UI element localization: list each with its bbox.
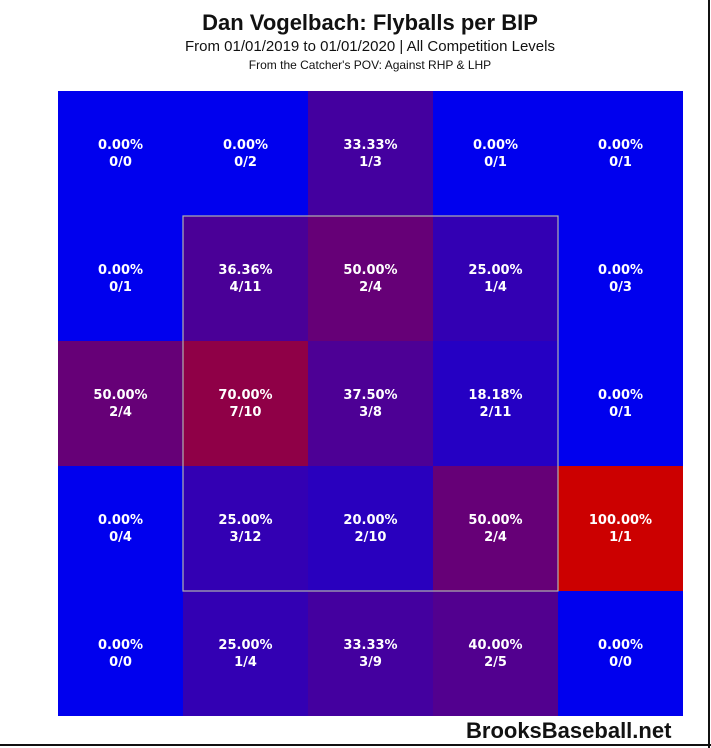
zone-pct-r4-c2: 33.33% xyxy=(343,638,397,653)
zone-pct-r2-c3: 18.18% xyxy=(468,388,522,403)
zone-frac-r0-c0: 0/0 xyxy=(109,155,132,170)
zone-cell-r4-c2 xyxy=(308,591,433,716)
zone-cell-r3-c3 xyxy=(433,466,558,591)
zone-pct-r0-c0: 0.00% xyxy=(98,138,143,153)
zone-frac-r0-c1: 0/2 xyxy=(234,155,257,170)
zone-frac-r3-c0: 0/4 xyxy=(109,530,132,545)
zone-pct-r0-c2: 33.33% xyxy=(343,138,397,153)
zone-cell-r2-c4 xyxy=(558,341,683,466)
zone-pct-r1-c2: 50.00% xyxy=(343,263,397,278)
zone-pct-r1-c4: 0.00% xyxy=(598,263,643,278)
zone-frac-r3-c4: 1/1 xyxy=(609,530,632,545)
zone-frac-r1-c1: 4/11 xyxy=(230,280,262,295)
zone-pct-r1-c3: 25.00% xyxy=(468,263,522,278)
zone-pct-r4-c1: 25.00% xyxy=(218,638,272,653)
zone-frac-r0-c2: 1/3 xyxy=(359,155,382,170)
zone-frac-r4-c2: 3/9 xyxy=(359,655,382,670)
chart-subtitle: From 01/01/2019 to 01/01/2020 | All Comp… xyxy=(185,38,555,55)
zone-pct-r3-c1: 25.00% xyxy=(218,513,272,528)
zone-cell-r2-c0 xyxy=(58,341,183,466)
zone-pct-r0-c3: 0.00% xyxy=(473,138,518,153)
zone-pct-r3-c3: 50.00% xyxy=(468,513,522,528)
zone-cell-r1-c3 xyxy=(433,216,558,341)
zone-cell-r1-c1 xyxy=(183,216,308,341)
zone-frac-r1-c2: 2/4 xyxy=(359,280,382,295)
zone-cell-r4-c1 xyxy=(183,591,308,716)
zone-cell-r3-c4 xyxy=(558,466,683,591)
zone-cell-r3-c1 xyxy=(183,466,308,591)
zone-pct-r2-c1: 70.00% xyxy=(218,388,272,403)
zone-frac-r2-c3: 2/11 xyxy=(480,405,512,420)
zone-frac-r4-c0: 0/0 xyxy=(109,655,132,670)
zone-cell-r0-c0 xyxy=(58,91,183,216)
zone-frac-r3-c2: 2/10 xyxy=(355,530,387,545)
zone-cell-r3-c0 xyxy=(58,466,183,591)
zone-cell-r1-c4 xyxy=(558,216,683,341)
zone-pct-r2-c0: 50.00% xyxy=(93,388,147,403)
chart-title: Dan Vogelbach: Flyballs per BIP xyxy=(202,10,538,35)
zone-frac-r1-c3: 1/4 xyxy=(484,280,507,295)
zone-frac-r0-c3: 0/1 xyxy=(484,155,507,170)
zone-cell-r2-c3 xyxy=(433,341,558,466)
zone-pct-r0-c4: 0.00% xyxy=(598,138,643,153)
zone-frac-r2-c0: 2/4 xyxy=(109,405,132,420)
zone-frac-r2-c4: 0/1 xyxy=(609,405,632,420)
zone-pct-r1-c1: 36.36% xyxy=(218,263,272,278)
zone-cell-r0-c2 xyxy=(308,91,433,216)
zone-frac-r4-c3: 2/5 xyxy=(484,655,507,670)
zone-cell-r0-c4 xyxy=(558,91,683,216)
zone-pct-r2-c2: 37.50% xyxy=(343,388,397,403)
zone-pct-r4-c0: 0.00% xyxy=(98,638,143,653)
zone-cell-r1-c0 xyxy=(58,216,183,341)
zone-pct-r1-c0: 0.00% xyxy=(98,263,143,278)
zone-pct-r3-c2: 20.00% xyxy=(343,513,397,528)
zone-cell-r2-c2 xyxy=(308,341,433,466)
zone-cell-r0-c1 xyxy=(183,91,308,216)
zone-pct-r2-c4: 0.00% xyxy=(598,388,643,403)
zone-cell-r3-c2 xyxy=(308,466,433,591)
zone-pct-r4-c3: 40.00% xyxy=(468,638,522,653)
zone-frac-r4-c1: 1/4 xyxy=(234,655,257,670)
zone-cell-r0-c3 xyxy=(433,91,558,216)
zone-cell-r2-c1 xyxy=(183,341,308,466)
zone-pct-r0-c1: 0.00% xyxy=(223,138,268,153)
zone-frac-r1-c0: 0/1 xyxy=(109,280,132,295)
zone-cell-r4-c0 xyxy=(58,591,183,716)
zone-cell-r4-c3 xyxy=(433,591,558,716)
zone-frac-r1-c4: 0/3 xyxy=(609,280,632,295)
zone-pct-r3-c4: 100.00% xyxy=(589,513,652,528)
zone-frac-r3-c1: 3/12 xyxy=(230,530,262,545)
zone-frac-r3-c3: 2/4 xyxy=(484,530,507,545)
chart-note: From the Catcher's POV: Against RHP & LH… xyxy=(248,58,492,72)
strike-zone-outline xyxy=(182,215,559,592)
zone-cell-r4-c4 xyxy=(558,591,683,716)
watermark: BrooksBaseball.net xyxy=(466,718,672,743)
zone-frac-r2-c2: 3/8 xyxy=(359,405,382,420)
zone-frac-r2-c1: 7/10 xyxy=(230,405,262,420)
zone-frac-r4-c4: 0/0 xyxy=(609,655,632,670)
zone-cell-r1-c2 xyxy=(308,216,433,341)
frame-right-border xyxy=(708,0,710,748)
frame-bottom-border xyxy=(0,744,711,746)
zone-pct-r3-c0: 0.00% xyxy=(98,513,143,528)
zone-frac-r0-c4: 0/1 xyxy=(609,155,632,170)
zone-pct-r4-c4: 0.00% xyxy=(598,638,643,653)
